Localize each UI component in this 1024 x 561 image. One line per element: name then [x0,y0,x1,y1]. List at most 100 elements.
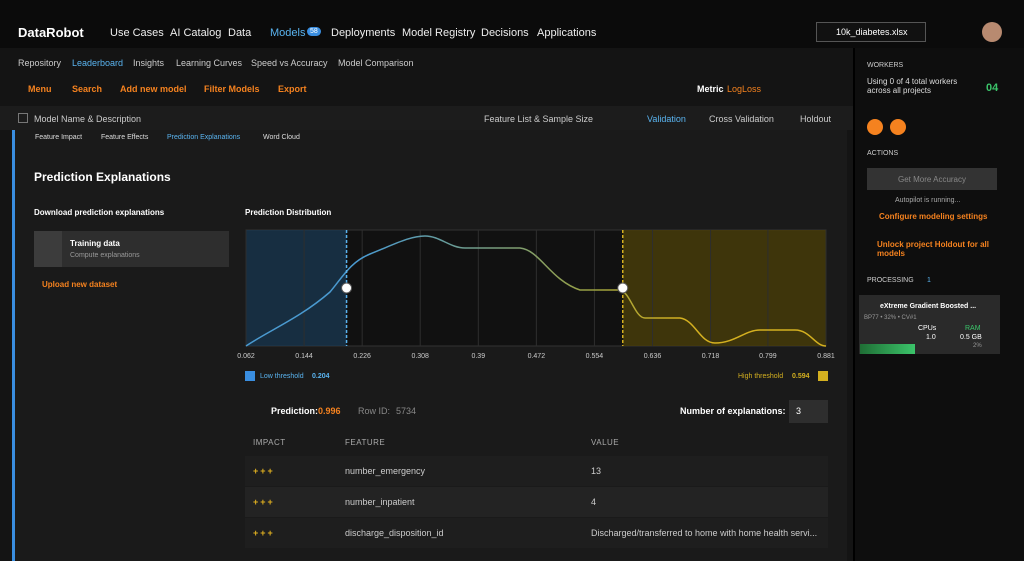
pause-button[interactable] [867,119,883,135]
processing-heading: PROCESSING [867,277,914,284]
workers-text: Using 0 of 4 total workers across all pr… [867,77,958,95]
nav-item[interactable]: Use Cases [110,27,164,39]
x-tick-label: 0.881 [817,353,835,360]
table-cell: discharge_disposition_id [345,528,444,538]
metric[interactable]: LogLoss [727,84,762,94]
prediction-value: 0.996 [318,406,341,416]
row-indicator [12,130,15,561]
subnav-item[interactable]: Speed vs Accuracy [251,58,328,68]
subnav-item[interactable]: Leaderboard [72,58,124,68]
subnav-item[interactable]: Insights [133,58,165,68]
table-cell: number_inpatient [345,497,415,507]
nav-item[interactable]: Deployments [331,27,396,39]
badge: 58 [307,27,321,36]
unlock-link[interactable]: Unlock project Holdout for all models [877,240,990,258]
actions-heading: ACTIONS [867,150,899,157]
explanations-label: Number of explanations: [680,406,786,416]
dataset-title: Training data [70,239,120,248]
x-tick-label: 0.062 [237,353,255,360]
configure-link[interactable]: Configure modeling settings [879,212,988,221]
file-name: 10k_diabetes.xlsx [836,27,908,37]
x-tick-label: 0.39 [471,353,485,360]
file-select[interactable] [816,22,926,42]
high-value: 0.594 [792,373,810,380]
chart-title: Prediction Distribution [245,208,332,217]
column-tab[interactable]: Validation [647,114,686,124]
prediction-label: Prediction: [271,406,319,416]
x-tick-label: 0.226 [353,353,371,360]
x-tick-label: 0.636 [644,353,662,360]
subnav-item[interactable]: Repository [18,58,62,68]
table-header: IMPACT [253,438,286,447]
insight-tab[interactable]: Feature Effects [101,134,149,141]
insight-tab[interactable]: Feature Impact [35,134,83,141]
nav-item[interactable]: Models [270,27,306,39]
accuracy-button[interactable]: Get More Accuracy [867,168,997,190]
row-label: Row ID: [358,406,391,416]
subnav-item[interactable]: Learning Curves [176,58,243,68]
low-checkbox[interactable] [245,371,255,381]
high-handle [617,282,629,294]
x-tick-label: 0.144 [295,353,313,360]
high-region [622,230,826,346]
table-cell: +++ [253,466,275,476]
toolbar-item[interactable]: Filter Models [204,84,260,94]
toolbar-item[interactable]: Search [72,84,103,94]
subnav-item[interactable]: Model Comparison [338,58,414,68]
ram-value: 0.5 GB [960,334,982,341]
column-name: Feature List & Sample Size [484,114,594,124]
x-tick-label: 0.718 [702,353,720,360]
title: Prediction Explanations [34,170,171,184]
column-header [0,106,853,130]
distribution-curve [245,235,827,347]
insight-tab[interactable]: Word Cloud [263,134,300,141]
autopilot-status: Autopilot is running... [895,197,961,204]
table-header: FEATURE [345,438,386,447]
x-tick-label: 0.799 [759,353,777,360]
avatar[interactable] [982,22,1002,42]
dataset-card[interactable] [34,231,229,267]
high-label: High threshold [738,373,784,380]
nav-item[interactable]: Data [228,27,252,39]
processing-count: 1 [927,277,931,284]
nav-item[interactable]: AI Catalog [170,27,222,39]
column-tab[interactable]: Cross Validation [709,114,774,124]
nav-item[interactable]: Decisions [481,27,529,39]
x-tick-label: 0.472 [528,353,546,360]
table-cell: Discharged/transferred to home with home… [591,528,818,538]
table-cell: 4 [591,497,597,507]
metric-label: Metric [697,84,724,94]
heading: Download prediction explanations [34,208,165,217]
table-row: +++ number_emergency 13 [245,456,828,486]
table-cell: +++ [253,528,275,538]
checkbox[interactable] [18,113,28,123]
row-id: 5734 [396,406,417,416]
nav-item[interactable]: Applications [537,27,597,39]
table-row: +++ number_inpatient 4 [245,487,828,517]
table-cell: +++ [253,497,275,507]
dataset-sub: Compute explanations [70,252,140,259]
low-region [246,230,347,346]
insight-tab[interactable]: Prediction Explanations [167,134,241,141]
upload-link[interactable]: Upload new dataset [42,280,118,289]
logo[interactable]: DataRobot [18,25,84,40]
job-meta: BP77 • 32% • CV#1 [864,315,917,321]
distribution-chart: 0.062 0.144 0.226 0.308 0.39 0.472 0.554 0.636 0… [237,229,835,360]
workers-heading: WORKERS [867,62,904,69]
stop-button[interactable] [890,119,906,135]
explanations-input[interactable]: 3 [789,400,828,423]
nav-item[interactable]: Model Registry [402,27,476,39]
low-value: 0.204 [312,373,330,380]
cpu-sparkline [860,344,915,354]
x-tick-label: 0.554 [586,353,604,360]
column-tab[interactable]: Holdout [800,114,832,124]
column-name: Model Name & Description [34,114,142,124]
high-checkbox[interactable] [818,371,828,381]
job-name: eXtreme Gradient Boosted ... [880,303,977,310]
toolbar-item[interactable]: Export [278,84,307,94]
cpus-value: 1.0 [926,334,936,341]
table-row: +++ discharge_disposition_id Discharged/tr… [245,518,828,548]
toolbar-item[interactable]: Add new model [120,84,187,94]
toolbar-item[interactable]: Menu [28,84,52,94]
